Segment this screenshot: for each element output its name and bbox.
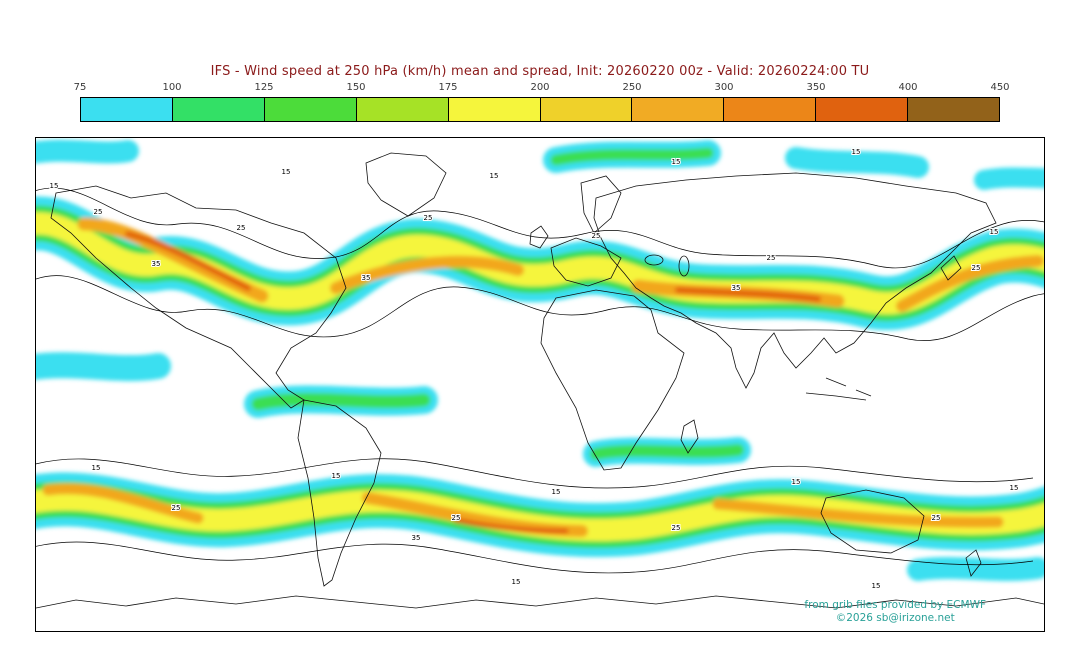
colorbar-segment <box>264 98 357 121</box>
coastline-scandinavia <box>580 175 622 234</box>
attribution-copyright: ©2026 sb@irizone.net <box>835 612 955 624</box>
colorbar-segment <box>816 98 909 121</box>
colorbar-segment <box>172 98 265 121</box>
coastline-north-america <box>50 185 347 409</box>
contour-label: 25 <box>237 224 246 232</box>
spread-contours <box>36 187 1044 574</box>
coastline-europe <box>550 237 622 287</box>
coastlines <box>36 152 1044 609</box>
contour-label: 15 <box>1010 484 1019 492</box>
contour-label: 15 <box>332 472 341 480</box>
contour-label: 25 <box>972 264 981 272</box>
contour-label: 15 <box>50 182 59 190</box>
coastline-new-zealand <box>965 549 982 577</box>
colorbar-tick: 175 <box>438 82 458 93</box>
contour-label: 25 <box>592 232 601 240</box>
contour-label: 15 <box>512 578 521 586</box>
map-canvas: 15 25 35 15 25 35 15 25 15 25 35 15 25 15 25 15 25 15 25 35… <box>36 139 1044 609</box>
contour-label: 15 <box>490 172 499 180</box>
contour-label: 15 <box>792 478 801 486</box>
contour-label: 15 <box>92 464 101 472</box>
contour-labels: 15 25 35 15 25 35 15 25 15 25 35 15 25 15 25 15 25 15 25 35… <box>49 147 1020 591</box>
coastline-caspian-sea <box>678 255 690 277</box>
coastline-asia <box>593 172 997 389</box>
coastline-australia <box>820 489 925 554</box>
contour-label: 25 <box>672 524 681 532</box>
colorbar: 75 100 125 150 175 200 250 300 350 400 450 <box>74 82 1010 122</box>
contour-label: 35 <box>362 274 371 282</box>
contour-label: 25 <box>452 514 461 522</box>
contour-label: 35 <box>412 534 421 542</box>
colorbar-ticks: 75 100 125 150 175 200 250 300 350 400 450 <box>74 82 1010 97</box>
colorbar-tick: 150 <box>346 82 366 93</box>
coastline-black-sea <box>644 254 664 266</box>
coastline-uk <box>529 225 549 249</box>
colorbar-tick: 200 <box>530 82 550 93</box>
colorbar-tick: 125 <box>254 82 274 93</box>
contour-label: 15 <box>282 168 291 176</box>
colorbar-segment <box>81 98 173 121</box>
colorbar-segment <box>448 98 541 121</box>
colorbar-tick: 350 <box>806 82 826 93</box>
colorbar-segment <box>632 98 725 121</box>
world-map: 15 25 35 15 25 35 15 25 15 25 35 15 25 15 25 15 25 15 25 35… <box>35 137 1045 632</box>
coastline-greenland <box>365 152 447 217</box>
colorbar-tick: 100 <box>162 82 182 93</box>
colorbar-segment <box>540 98 633 121</box>
contour-label: 25 <box>94 208 103 216</box>
colorbar-segments <box>80 97 1000 122</box>
coastline-japan <box>940 255 962 281</box>
contour-label: 35 <box>152 260 161 268</box>
attribution-source: from grib files provided by ECMWF <box>804 599 986 611</box>
jet-stream-bands <box>36 139 1044 581</box>
contour-label: 35 <box>732 284 741 292</box>
contour-label: 15 <box>672 158 681 166</box>
coastline-indonesia <box>805 377 872 401</box>
coastline-south-america <box>297 399 382 587</box>
contour-label: 25 <box>932 514 941 522</box>
colorbar-segment <box>356 98 449 121</box>
coastline-madagascar <box>680 419 699 454</box>
contour-label: 15 <box>552 488 561 496</box>
contour-label: 15 <box>990 228 999 236</box>
contour-label: 15 <box>872 582 881 590</box>
colorbar-segment <box>724 98 817 121</box>
colorbar-tick: 250 <box>622 82 642 93</box>
coastline-antarctica <box>36 595 1044 609</box>
colorbar-tick: 75 <box>73 82 87 93</box>
chart-title: IFS - Wind speed at 250 hPa (km/h) mean … <box>210 64 870 79</box>
colorbar-segment <box>908 98 1000 121</box>
colorbar-tick: 400 <box>898 82 918 93</box>
contour-label: 25 <box>172 504 181 512</box>
colorbar-tick: 450 <box>990 82 1010 93</box>
colorbar-tick: 300 <box>714 82 734 93</box>
contour-label: 15 <box>852 148 861 156</box>
contour-label: 25 <box>424 214 433 222</box>
contour-label: 25 <box>767 254 776 262</box>
attribution: from grib files provided by ECMWF ©2026 … <box>804 599 986 625</box>
coastline-africa <box>540 289 685 471</box>
